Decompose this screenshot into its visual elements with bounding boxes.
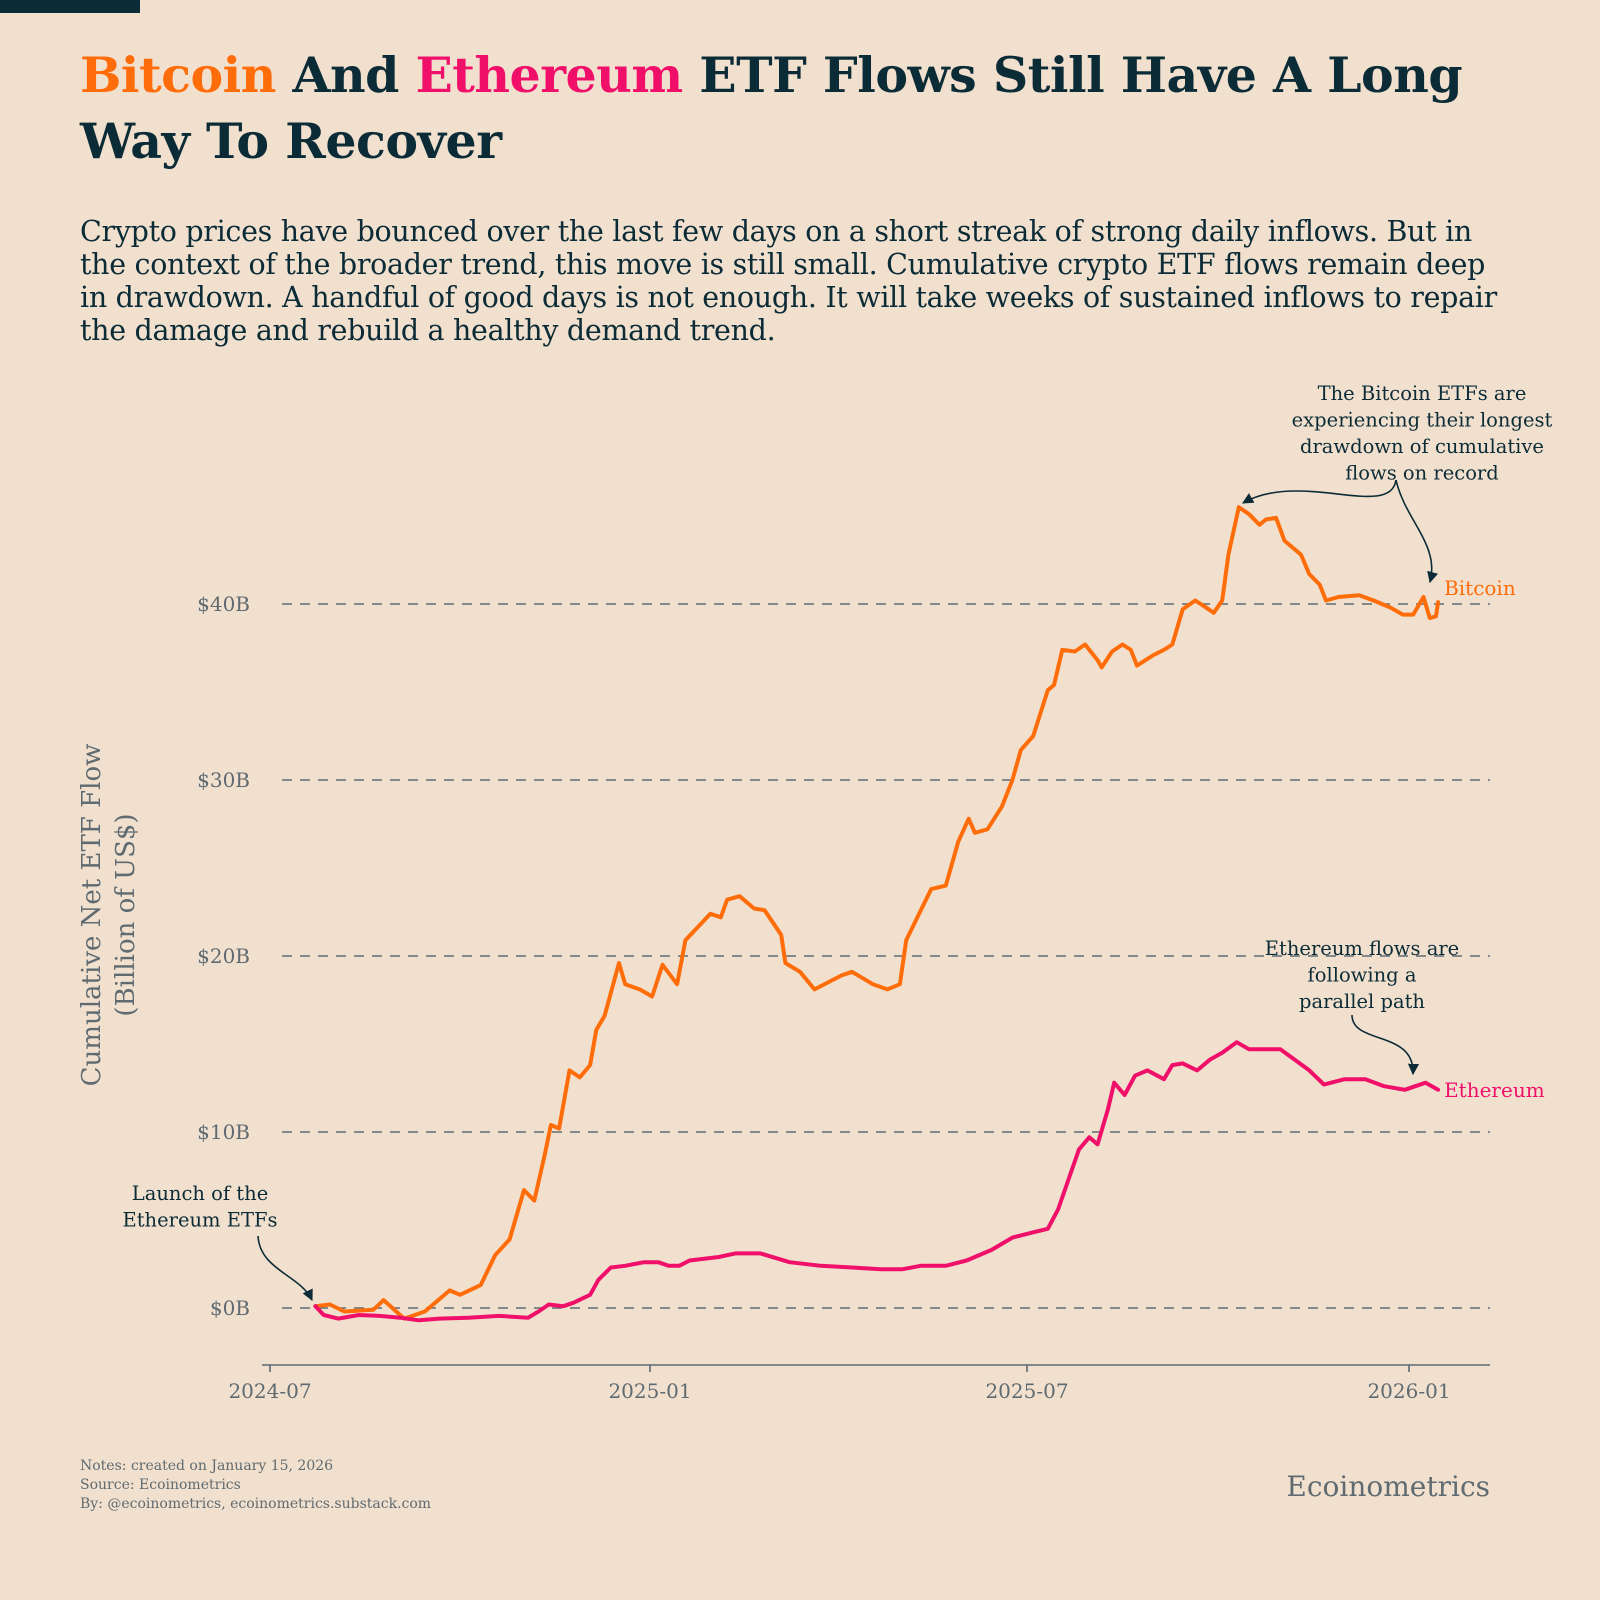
brand-logo-text: Ecoinometrics — [1286, 1470, 1490, 1503]
notes-text: Notes: created on January 15, 2026 — [80, 1458, 334, 1474]
chart-title: Bitcoin And Ethereum ETF Flows Still Hav… — [80, 42, 1560, 174]
title-ethereum: Ethereum — [415, 46, 683, 104]
title-rest: ETF Flows Still Have A Long Way To Recov… — [80, 46, 1463, 170]
y-axis-title-line: Cumulative Net ETF Flow — [77, 744, 107, 1087]
annotation-eth: Ethereum flows are following a parallel pa… — [1265, 937, 1459, 1013]
top-accent-bar — [0, 0, 140, 13]
y-tick-label: $0B — [210, 1296, 250, 1320]
annotation-launch: Launch of the Ethereum ETFs — [122, 1182, 277, 1232]
title-bitcoin: Bitcoin — [80, 46, 276, 104]
annotation-line: following a — [1308, 964, 1417, 987]
annotation-line: The Bitcoin ETFs are — [1318, 382, 1527, 405]
annotation-line: parallel path — [1299, 990, 1425, 1013]
series-label-ethereum: Ethereum — [1444, 1078, 1545, 1102]
x-tick-label: 2025-01 — [608, 1379, 691, 1403]
series-line-ethereum — [313, 1040, 1441, 1323]
annotation-line: Launch of the — [132, 1182, 268, 1205]
chart-subtitle: Crypto prices have bounced over the last… — [80, 215, 1497, 347]
arrow-to-bitcoin-end — [1395, 479, 1439, 584]
source-text: Source: Ecoinometrics — [80, 1477, 241, 1493]
x-tick-label: 2026-01 — [1367, 1379, 1450, 1403]
annotation-line: flows on record — [1345, 462, 1498, 485]
annotation-btc: The Bitcoin ETFs are experiencing their l… — [1292, 382, 1553, 485]
series-line-bitcoin — [313, 505, 1441, 1321]
y-tick-label: $40B — [197, 592, 250, 616]
y-tick-label: $20B — [197, 944, 250, 968]
y-tick-label: $10B — [197, 1120, 250, 1144]
byline-text: By: @ecoinometrics, ecoinometrics.substa… — [80, 1496, 432, 1512]
arrow-to-bitcoin-peak — [1242, 479, 1397, 504]
arrow-to-ethereum-end — [1351, 1014, 1420, 1076]
annotation-line: Ethereum ETFs — [122, 1209, 277, 1232]
title-and: And — [275, 46, 416, 104]
y-axis-title: Cumulative Net ETF Flow (Billion of US$) — [77, 744, 141, 1087]
x-tick-label: 2025-07 — [985, 1379, 1068, 1403]
footer-notes: Notes: created on January 15, 2026 Sourc… — [80, 1457, 431, 1514]
x-tick-label: 2024-07 — [228, 1379, 311, 1403]
annotation-line: experiencing their longest — [1292, 409, 1553, 432]
series-label-bitcoin: Bitcoin — [1444, 576, 1516, 600]
arrow-to-ethereum-launch — [257, 1235, 313, 1302]
y-axis-title-line: (Billion of US$) — [111, 813, 141, 1016]
y-tick-label: $30B — [197, 768, 250, 792]
annotation-line: Ethereum flows are — [1265, 937, 1459, 960]
annotation-line: drawdown of cumulative — [1300, 435, 1544, 458]
